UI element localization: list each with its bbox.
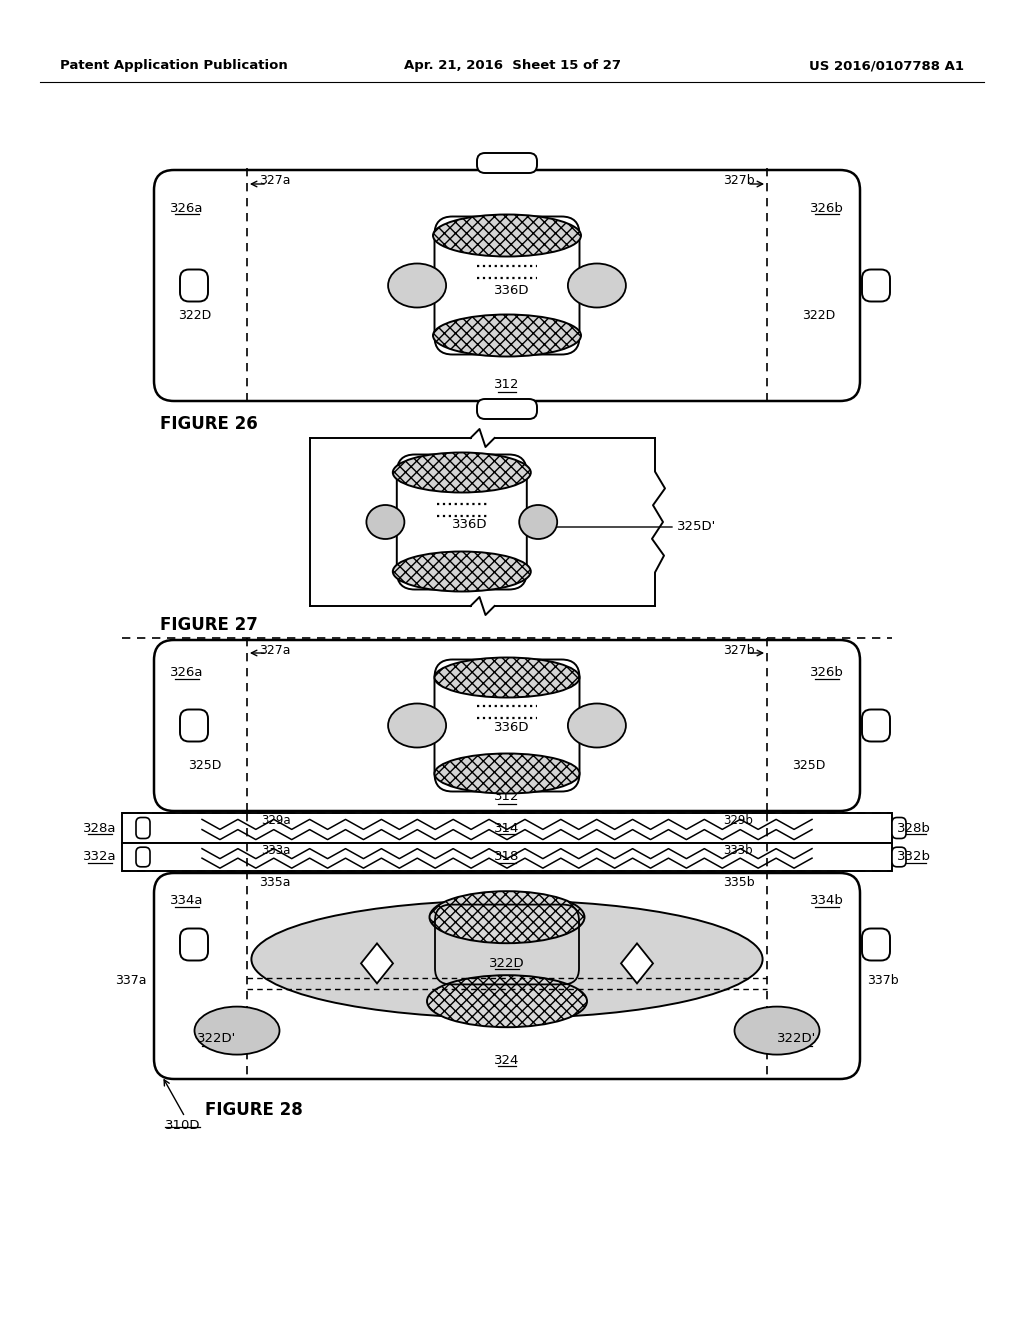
Ellipse shape [434, 657, 580, 697]
FancyBboxPatch shape [136, 847, 150, 867]
Text: 327a: 327a [259, 174, 291, 187]
FancyBboxPatch shape [434, 660, 580, 792]
Text: 325D': 325D' [677, 520, 716, 533]
Text: 333a: 333a [261, 845, 291, 858]
Ellipse shape [427, 975, 587, 1027]
Ellipse shape [519, 506, 557, 539]
FancyBboxPatch shape [477, 153, 537, 173]
Text: 328a: 328a [83, 821, 117, 834]
Text: 312: 312 [495, 379, 520, 392]
Ellipse shape [429, 891, 585, 944]
Text: Apr. 21, 2016  Sheet 15 of 27: Apr. 21, 2016 Sheet 15 of 27 [403, 59, 621, 73]
Text: 336D: 336D [495, 721, 529, 734]
Text: 322D': 322D' [198, 1032, 237, 1045]
Text: 332a: 332a [83, 850, 117, 863]
Ellipse shape [393, 552, 530, 591]
Ellipse shape [367, 506, 404, 539]
Text: 326a: 326a [170, 667, 204, 680]
FancyBboxPatch shape [477, 399, 537, 418]
FancyBboxPatch shape [892, 817, 906, 838]
Text: 314: 314 [495, 821, 520, 834]
Ellipse shape [433, 314, 581, 356]
Ellipse shape [734, 1007, 819, 1055]
Text: US 2016/0107788 A1: US 2016/0107788 A1 [809, 59, 964, 73]
Text: 328b: 328b [897, 821, 931, 834]
Text: 334a: 334a [170, 895, 204, 908]
FancyBboxPatch shape [862, 710, 890, 742]
FancyBboxPatch shape [892, 847, 906, 867]
FancyBboxPatch shape [136, 817, 150, 838]
FancyBboxPatch shape [434, 216, 580, 355]
Text: 337b: 337b [867, 974, 899, 987]
Bar [122, 843, 892, 871]
Ellipse shape [252, 900, 763, 1018]
Text: 332b: 332b [897, 850, 931, 863]
Text: 333b: 333b [723, 845, 753, 858]
Ellipse shape [195, 1007, 280, 1055]
FancyBboxPatch shape [154, 640, 860, 810]
Text: 322D': 322D' [777, 1032, 816, 1045]
FancyBboxPatch shape [180, 928, 208, 961]
Text: 327a: 327a [259, 644, 291, 656]
Text: 318: 318 [495, 850, 520, 863]
FancyBboxPatch shape [862, 928, 890, 961]
FancyBboxPatch shape [180, 710, 208, 742]
Polygon shape [621, 944, 653, 983]
Text: 326b: 326b [810, 202, 844, 214]
Ellipse shape [568, 704, 626, 747]
FancyBboxPatch shape [862, 269, 890, 301]
Bar [122, 813, 892, 843]
Text: 326b: 326b [810, 667, 844, 680]
Ellipse shape [393, 453, 530, 492]
Text: 325D: 325D [793, 759, 825, 772]
Text: Patent Application Publication: Patent Application Publication [60, 59, 288, 73]
Text: FIGURE 26: FIGURE 26 [160, 414, 258, 433]
Text: 327b: 327b [723, 644, 755, 656]
Text: 322D: 322D [803, 309, 836, 322]
Text: 335b: 335b [723, 876, 755, 890]
Text: 324: 324 [495, 1053, 520, 1067]
Text: 326a: 326a [170, 202, 204, 214]
Ellipse shape [433, 214, 581, 256]
Polygon shape [361, 944, 393, 983]
Text: 335a: 335a [259, 876, 291, 890]
Ellipse shape [568, 264, 626, 308]
Text: 320: 320 [495, 898, 520, 911]
Text: 334b: 334b [810, 895, 844, 908]
Text: 329b: 329b [723, 814, 753, 828]
Text: 322D: 322D [489, 957, 525, 970]
Text: 327b: 327b [723, 174, 755, 187]
Ellipse shape [388, 704, 446, 747]
Text: 337a: 337a [116, 974, 147, 987]
Text: 336D: 336D [495, 284, 529, 297]
Text: 329a: 329a [261, 814, 291, 828]
Ellipse shape [434, 754, 580, 793]
Text: 325D: 325D [188, 759, 221, 772]
Text: 336D: 336D [452, 517, 487, 531]
Text: 312: 312 [495, 791, 520, 804]
Text: 322D: 322D [178, 309, 212, 322]
Text: FIGURE 27: FIGURE 27 [160, 616, 258, 634]
FancyBboxPatch shape [154, 873, 860, 1078]
FancyBboxPatch shape [397, 454, 526, 590]
Ellipse shape [388, 264, 446, 308]
FancyBboxPatch shape [180, 269, 208, 301]
FancyBboxPatch shape [154, 170, 860, 401]
Text: FIGURE 28: FIGURE 28 [205, 1101, 303, 1119]
Text: 310D: 310D [165, 1119, 201, 1133]
